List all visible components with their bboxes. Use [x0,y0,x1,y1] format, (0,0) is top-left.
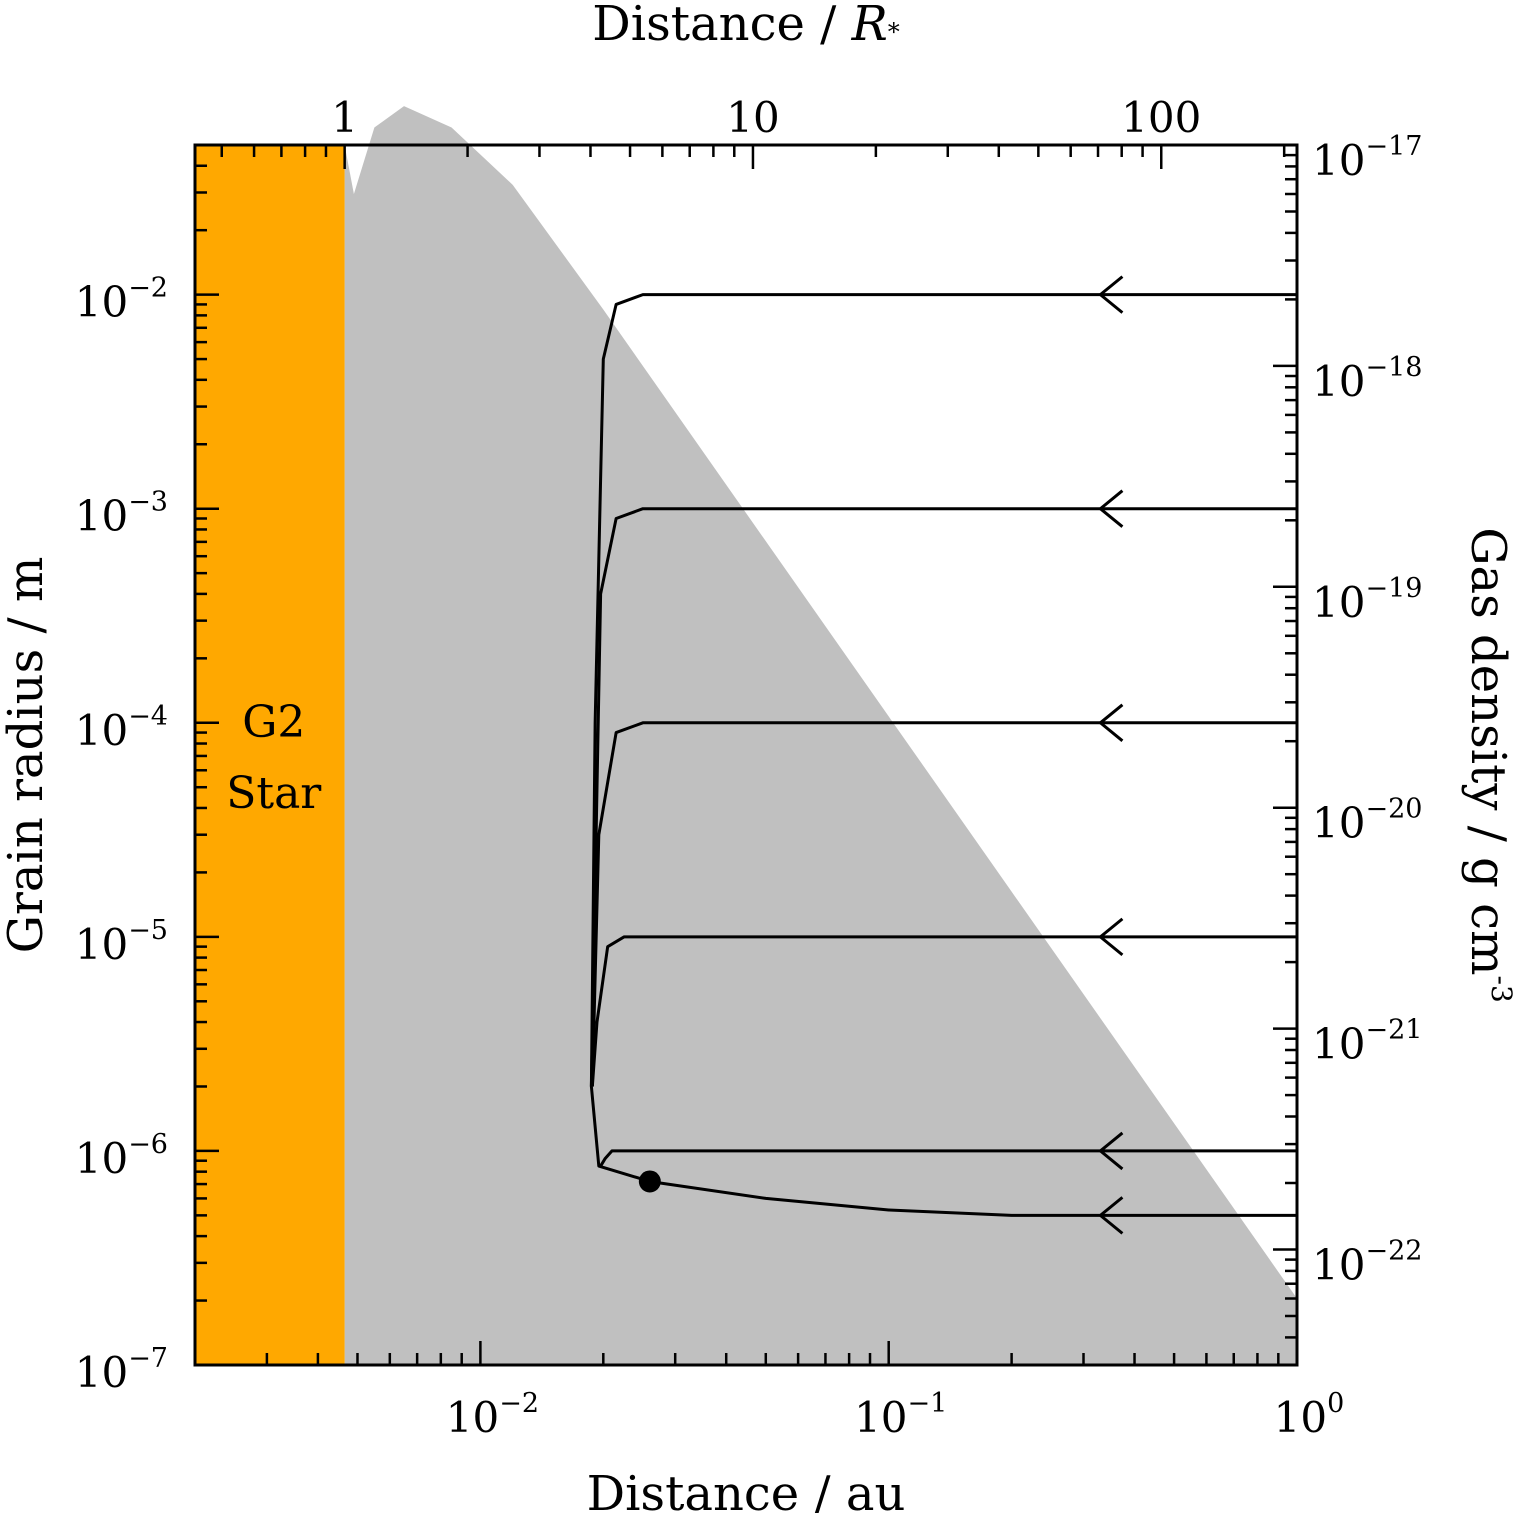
trajectory-line [589,507,1297,1087]
trajectory-line [590,721,1297,1087]
trajectory-arrow [1098,489,1124,528]
y-tick-label-grain: 10−2 [75,273,168,327]
x-tick-label-rstar: 100 [1121,93,1201,142]
y-tick-label-density: 10−19 [1312,573,1422,627]
x-tick-label-au: 10−2 [446,1388,539,1442]
tick-layer [193,143,1299,1367]
x-tick-label-au: 10−1 [854,1388,947,1442]
y-tick-label-density: 10−20 [1312,794,1422,848]
y-axis-title-left: Grain radius / m [0,557,54,954]
star-label-line2: Star [226,768,322,819]
x-axis-title-top: Distance / R* [592,0,899,52]
trajectory-layer [589,275,1297,1235]
x-tick-label-au: 100 [1274,1388,1345,1442]
trajectory-arrow [1098,1196,1124,1235]
y-tick-label-grain: 10−6 [75,1129,168,1183]
plot-background-layer [195,106,1297,1365]
star-region [195,145,345,1365]
trajectory-arrow [1098,703,1124,742]
end-point-marker [638,1170,661,1193]
trajectory-arrow [1098,1131,1124,1171]
y-tick-label-density: 10−22 [1312,1235,1422,1289]
trajectory-line [599,1149,1297,1167]
y-tick-label-density: 10−17 [1312,131,1422,185]
y-axis-title-right: Gas density / g cm-3 [1460,527,1518,1003]
y-tick-label-grain: 10−3 [75,487,168,541]
trajectory-line [590,935,1297,1087]
trajectory-line [649,1179,1297,1217]
trajectory-line [589,293,1297,1183]
trajectory-arrow [1098,917,1124,957]
trajectory-arrow [1098,275,1124,314]
y-tick-label-grain: 10−4 [75,701,168,755]
y-tick-label-density: 10−21 [1312,1015,1422,1069]
x-tick-label-rstar: 1 [331,93,358,142]
x-tick-label-rstar: 10 [726,93,779,142]
y-tick-label-grain: 10−7 [75,1343,168,1397]
star-label-line1: G2 [242,697,305,748]
x-axis-title-bottom: Distance / au [587,1466,906,1513]
gas-density-area [344,106,1297,1365]
y-tick-label-grain: 10−5 [75,915,168,969]
y-tick-label-density: 10−18 [1312,352,1422,406]
